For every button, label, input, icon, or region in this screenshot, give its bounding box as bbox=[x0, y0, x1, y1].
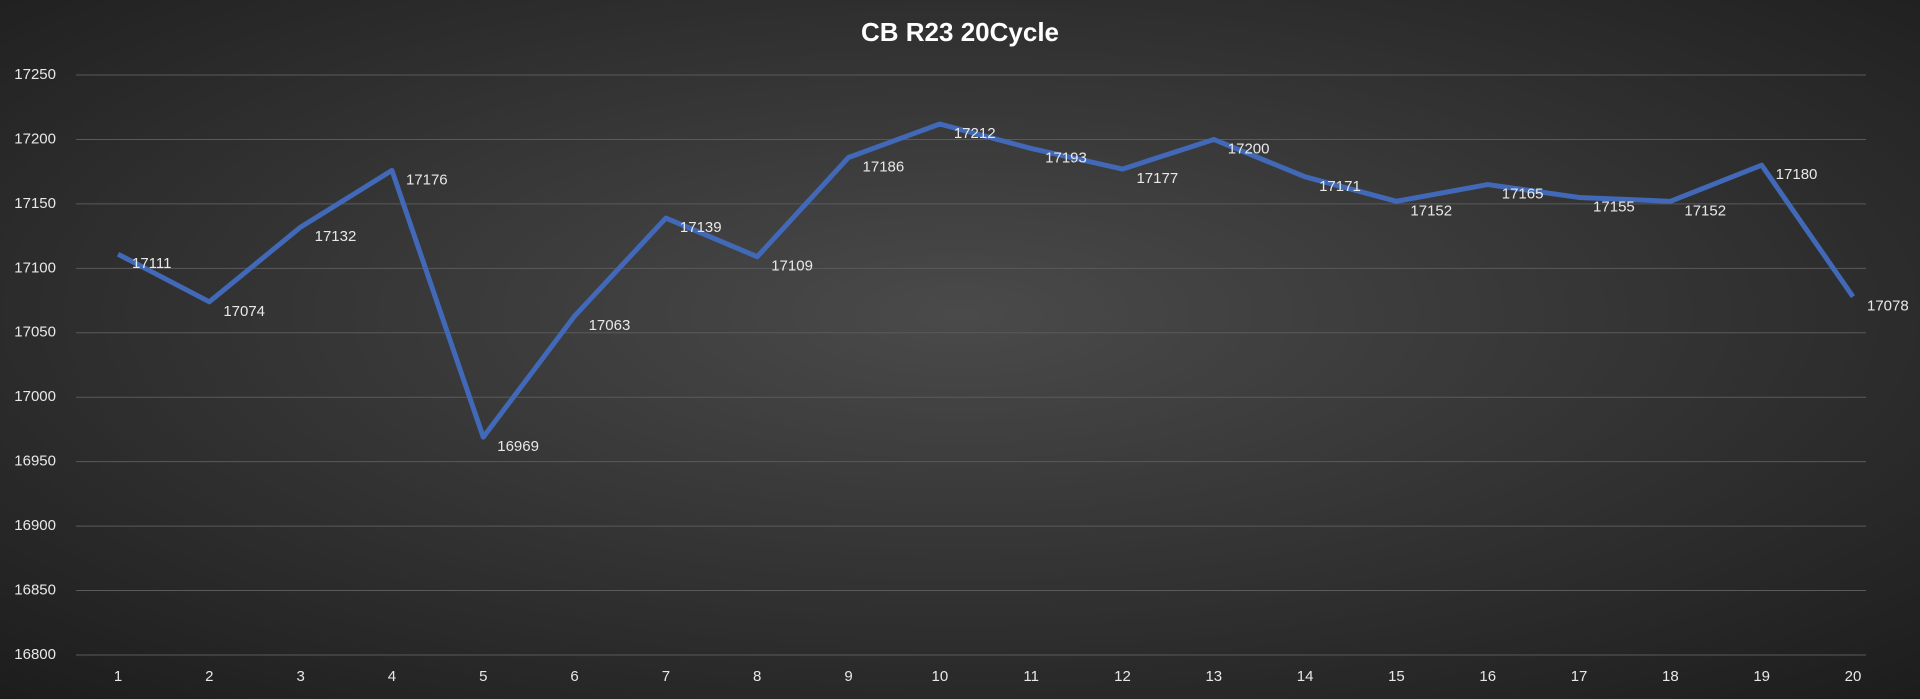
data-label: 16969 bbox=[497, 438, 539, 455]
y-tick-label: 17150 bbox=[14, 195, 56, 212]
x-tick-label: 3 bbox=[296, 668, 304, 685]
data-label: 17171 bbox=[1319, 178, 1361, 195]
x-tick-label: 9 bbox=[844, 668, 852, 685]
data-label: 17132 bbox=[315, 228, 357, 245]
y-tick-label: 16850 bbox=[14, 582, 56, 599]
x-tick-label: 8 bbox=[753, 668, 761, 685]
data-label: 17109 bbox=[771, 258, 813, 275]
data-label: 17193 bbox=[1045, 149, 1087, 166]
y-tick-label: 17000 bbox=[14, 388, 56, 405]
data-label: 17186 bbox=[863, 158, 905, 175]
x-tick-label: 16 bbox=[1479, 668, 1496, 685]
data-label: 17177 bbox=[1136, 170, 1178, 187]
data-label: 17212 bbox=[954, 125, 996, 142]
y-tick-label: 16900 bbox=[14, 517, 56, 534]
data-label: 17180 bbox=[1776, 166, 1818, 183]
data-label: 17152 bbox=[1410, 202, 1452, 219]
y-tick-label: 16950 bbox=[14, 453, 56, 470]
data-label: 17139 bbox=[680, 219, 722, 236]
y-tick-label: 17100 bbox=[14, 259, 56, 276]
x-tick-label: 6 bbox=[570, 668, 578, 685]
data-label: 17078 bbox=[1867, 298, 1909, 315]
series-line bbox=[116, 121, 1856, 440]
x-tick-label: 10 bbox=[931, 668, 948, 685]
x-tick-label: 11 bbox=[1023, 668, 1039, 685]
x-tick-label: 7 bbox=[662, 668, 670, 685]
x-tick-label: 12 bbox=[1114, 668, 1131, 685]
x-tick-label: 1 bbox=[114, 668, 122, 685]
data-label: 17155 bbox=[1593, 198, 1635, 215]
data-label: 17111 bbox=[132, 255, 172, 272]
x-tick-label: 5 bbox=[479, 668, 487, 685]
x-tick-label: 13 bbox=[1205, 668, 1222, 685]
y-tick-label: 17250 bbox=[14, 66, 56, 83]
y-tick-label: 17050 bbox=[14, 324, 56, 341]
data-label: 17152 bbox=[1684, 202, 1726, 219]
data-label: 17165 bbox=[1502, 186, 1544, 203]
x-tick-label: 17 bbox=[1571, 668, 1588, 685]
x-tick-label: 15 bbox=[1388, 668, 1405, 685]
x-tick-label: 18 bbox=[1662, 668, 1679, 685]
data-label: 17200 bbox=[1228, 140, 1270, 157]
data-label: 17074 bbox=[223, 303, 265, 320]
x-tick-label: 20 bbox=[1845, 668, 1862, 685]
chart-title: CB R23 20Cycle bbox=[861, 17, 1059, 47]
data-label: 17063 bbox=[589, 317, 631, 334]
x-tick-label: 2 bbox=[205, 668, 213, 685]
y-tick-label: 16800 bbox=[14, 646, 56, 663]
data-label: 17176 bbox=[406, 171, 448, 188]
x-tick-label: 4 bbox=[388, 668, 396, 685]
x-tick-label: 19 bbox=[1753, 668, 1770, 685]
x-tick-label: 14 bbox=[1297, 668, 1314, 685]
y-tick-label: 17200 bbox=[14, 130, 56, 147]
